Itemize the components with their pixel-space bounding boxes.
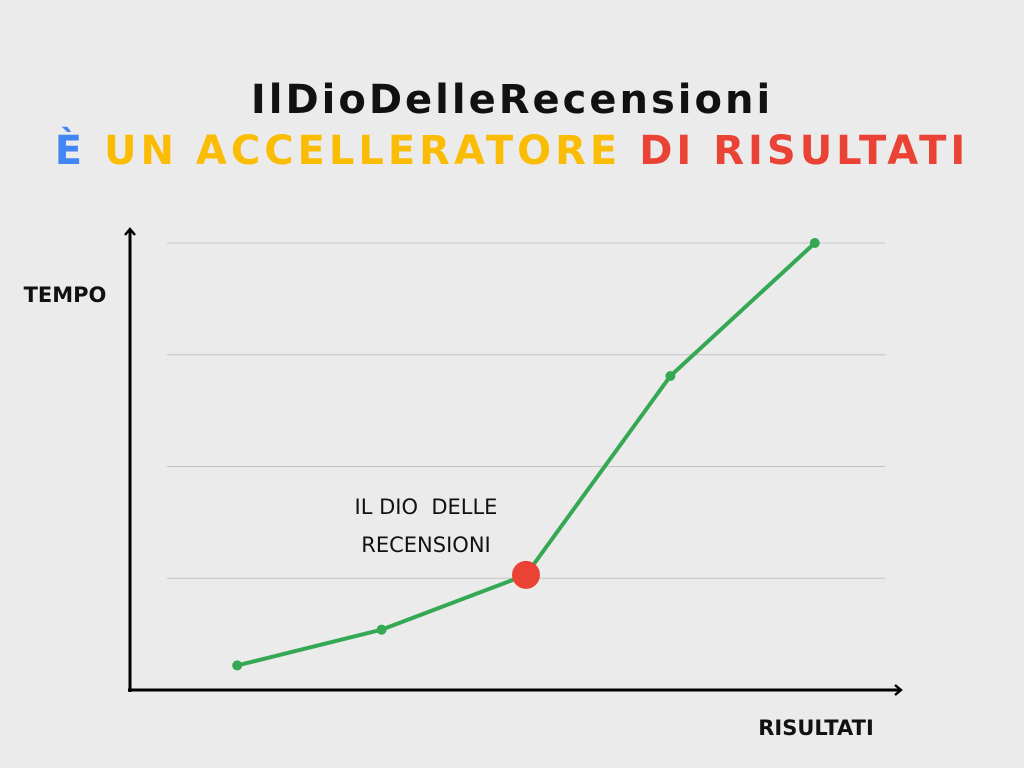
highlight-point [512, 560, 540, 589]
y-axis-label: TEMPO [24, 283, 107, 307]
x-axis-label: RISULTATI [758, 716, 874, 740]
data-point [376, 624, 387, 635]
chart-title: IlDioDelleRecensioni [251, 77, 773, 123]
annotation: RECENSIONI [361, 533, 490, 557]
subtitle-part: È [55, 126, 86, 174]
data-point [665, 370, 676, 381]
subtitle-part: DI RISULTATI [639, 128, 969, 174]
data-point [232, 660, 243, 671]
annotation: IL DIO DELLE [355, 495, 498, 519]
subtitle-part: UN ACCELLERATORE [104, 128, 621, 174]
chart-subtitle: È UN ACCELLERATORE DI RISULTATI [55, 126, 970, 174]
data-line [236, 241, 817, 668]
data-point [809, 238, 820, 248]
